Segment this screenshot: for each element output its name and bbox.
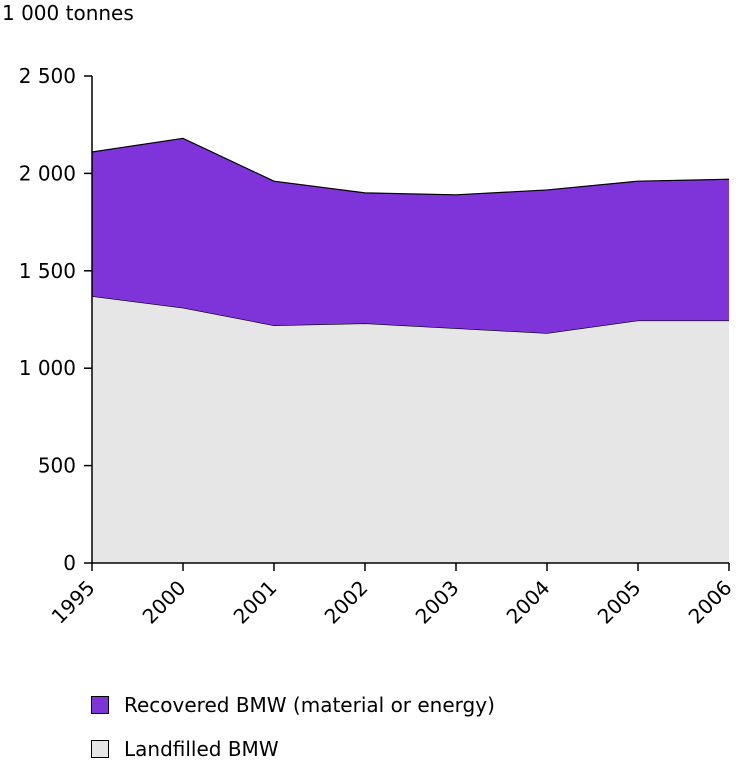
area-layer <box>91 137 730 563</box>
area-series-0 <box>92 296 729 563</box>
y-tick-label: 2 500 <box>19 64 76 88</box>
legend: Recovered BMW (material or energy) Landf… <box>91 690 495 778</box>
axes-layer <box>84 75 730 571</box>
x-tick-label: 2004 <box>502 576 555 629</box>
x-tick-label: 2005 <box>593 576 646 629</box>
stacked-area-chart: 0 500 1 000 1 500 2 000 2 500 1995 2000 2001 2002… <box>19 64 737 629</box>
legend-swatch-recovered <box>91 696 109 714</box>
y-tick-label: 1 500 <box>19 259 76 283</box>
legend-swatch-landfilled <box>91 740 109 758</box>
x-tick-label: 1995 <box>47 576 100 629</box>
y-tick-label: 2 000 <box>19 161 76 185</box>
legend-label-recovered: Recovered BMW (material or energy) <box>124 693 495 717</box>
legend-item-landfilled: Landfilled BMW <box>91 734 495 764</box>
y-tick-label: 0 <box>63 551 76 575</box>
legend-item-recovered: Recovered BMW (material or energy) <box>91 690 495 720</box>
x-tick-label: 2000 <box>138 576 191 629</box>
legend-label-landfilled: Landfilled BMW <box>124 737 279 761</box>
x-tick-label: 2006 <box>684 576 737 629</box>
x-tick-label: 2001 <box>229 576 282 629</box>
y-tick-label: 500 <box>38 454 76 478</box>
series-line-1 <box>91 137 730 196</box>
x-tick-label: 2003 <box>411 576 464 629</box>
area-series-1 <box>92 138 729 334</box>
x-tick-label: 2002 <box>320 576 373 629</box>
y-tick-label: 1 000 <box>19 356 76 380</box>
y-axis-unit-label: 1 000 tonnes <box>2 1 134 25</box>
